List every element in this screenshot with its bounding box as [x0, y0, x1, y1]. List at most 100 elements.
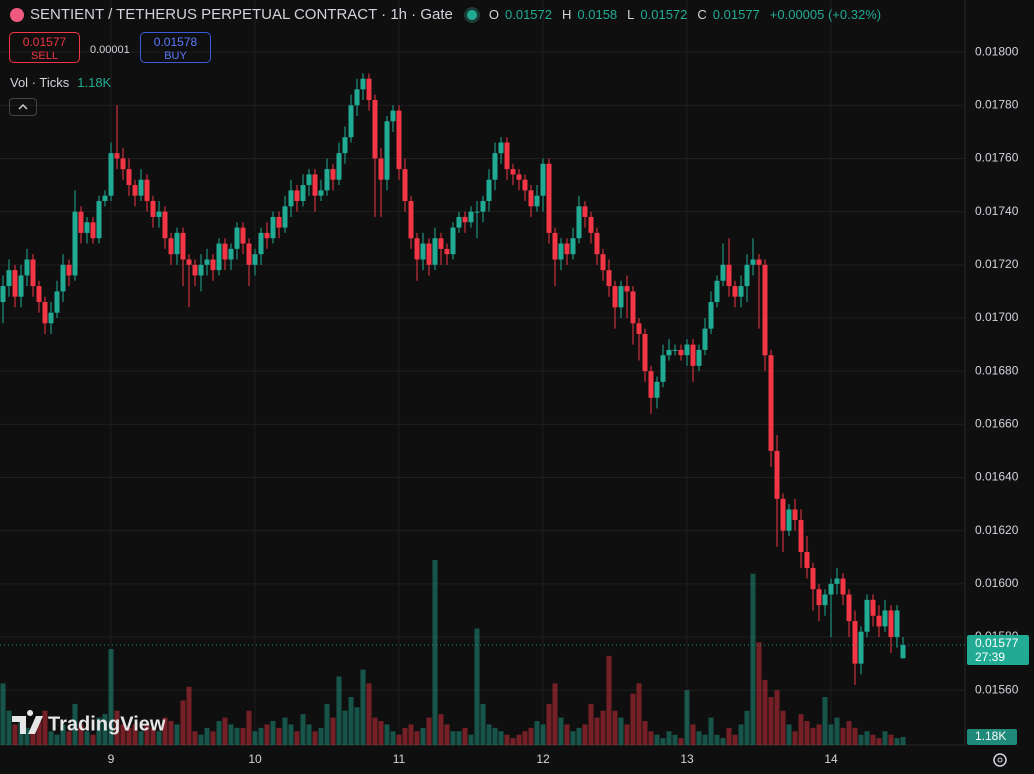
candle-body [876, 615, 882, 627]
candle-body [438, 238, 444, 249]
candle-body [522, 179, 528, 191]
candle-body [72, 211, 78, 276]
volume-bar [768, 697, 774, 745]
watermark-text: TradingView [48, 713, 166, 735]
candle-body [408, 201, 414, 239]
volume-bar [288, 724, 294, 745]
volume-bar [690, 724, 696, 745]
candle-body [708, 302, 714, 329]
volume-bar [888, 734, 894, 745]
volume-bar [342, 710, 348, 745]
y-tick-label: 0.01660 [975, 417, 1019, 431]
candle-body [306, 174, 312, 186]
volume-bar [738, 724, 744, 745]
candle-body [534, 195, 540, 207]
candle-body [252, 254, 258, 265]
candle-body [768, 355, 774, 451]
candle-body [492, 153, 498, 180]
volume-bar [486, 724, 492, 745]
volume-bar [90, 734, 96, 745]
candle-body [786, 509, 792, 531]
volume-bar [858, 734, 864, 745]
volume-bar [420, 727, 426, 745]
volume-bar [732, 734, 738, 745]
candle-body [840, 578, 846, 595]
volume-bar [552, 683, 558, 745]
volume-bar [0, 683, 6, 745]
collapse-button[interactable] [9, 98, 37, 116]
candle-body [336, 153, 342, 180]
volume-bar [522, 731, 528, 745]
candle-body [756, 259, 762, 265]
volume-bar [408, 724, 414, 745]
volume-bar [534, 721, 540, 745]
sell-label: SELL [31, 50, 58, 62]
volume-bar [36, 721, 42, 745]
candle-body [360, 78, 366, 90]
volume-bar [882, 731, 888, 745]
settings-icon[interactable] [993, 753, 1007, 767]
volume-bar [642, 721, 648, 745]
volume-bar [540, 724, 546, 745]
candle-body [816, 589, 822, 606]
volume-bar [852, 727, 858, 745]
y-tick-label: 0.01620 [975, 523, 1019, 537]
buy-button[interactable]: 0.01578 BUY [140, 32, 211, 63]
volume-bar [648, 731, 654, 745]
volume-bar [192, 731, 198, 745]
watermark-logo [12, 710, 43, 734]
volume-bar [228, 724, 234, 745]
candle-body [234, 227, 240, 249]
volume-bar [366, 683, 372, 745]
candle-body [102, 195, 108, 202]
candle-body [900, 645, 906, 659]
volume-legend-title: Vol · Ticks [10, 75, 70, 90]
candle-body [318, 190, 324, 196]
ohlc-value: 0.01572 [640, 7, 688, 22]
candle-body [54, 291, 60, 313]
candle-body [246, 243, 252, 265]
candle-body [198, 264, 204, 276]
candle-body [858, 631, 864, 664]
volume-bar [210, 731, 216, 745]
x-tick-label: 9 [108, 752, 115, 766]
volume-bar [714, 734, 720, 745]
candle-body [624, 286, 630, 292]
candle-body [432, 238, 438, 265]
candle-body [24, 259, 30, 276]
candle-body [546, 163, 552, 233]
volume-bar [348, 697, 354, 745]
volume-bar [438, 714, 444, 745]
candle-body [468, 211, 474, 223]
candle-body [576, 206, 582, 239]
spread: 0.00001 [90, 44, 130, 56]
buy-price: 0.01578 [153, 35, 198, 49]
candle-body [486, 179, 492, 202]
volume-bar [678, 738, 684, 745]
volume-bar [498, 731, 504, 745]
chart-title[interactable]: SENTIENT / TETHERUS PERPETUAL CONTRACT ·… [30, 6, 453, 23]
candle-body [528, 190, 534, 207]
symbol-icon [10, 7, 24, 22]
candle-body [0, 286, 6, 303]
symbol-header: SENTIENT / TETHERUS PERPETUAL CONTRACT ·… [10, 6, 885, 23]
volume-bar [816, 724, 822, 745]
x-tick-label: 14 [824, 752, 838, 766]
candle-body [480, 201, 486, 212]
candle-body [78, 211, 84, 233]
y-tick-label: 0.01740 [975, 204, 1019, 218]
y-tick-label: 0.01640 [975, 470, 1019, 484]
ohlc-value: 0.01577 [712, 7, 760, 22]
y-tick-label: 0.01760 [975, 151, 1019, 165]
candle-body [810, 567, 816, 590]
y-tick-label: 0.01600 [975, 576, 1019, 590]
volume-bar [450, 731, 456, 745]
last-price-label: 0.01577 [975, 636, 1019, 650]
ohlc-key: C [697, 7, 707, 22]
market-status [466, 9, 477, 20]
candle-body [108, 153, 114, 196]
sell-button[interactable]: 0.01577 SELL [9, 32, 80, 63]
settings-icon-center [997, 757, 1003, 763]
candle-body [384, 121, 390, 180]
volume-bar [786, 724, 792, 745]
